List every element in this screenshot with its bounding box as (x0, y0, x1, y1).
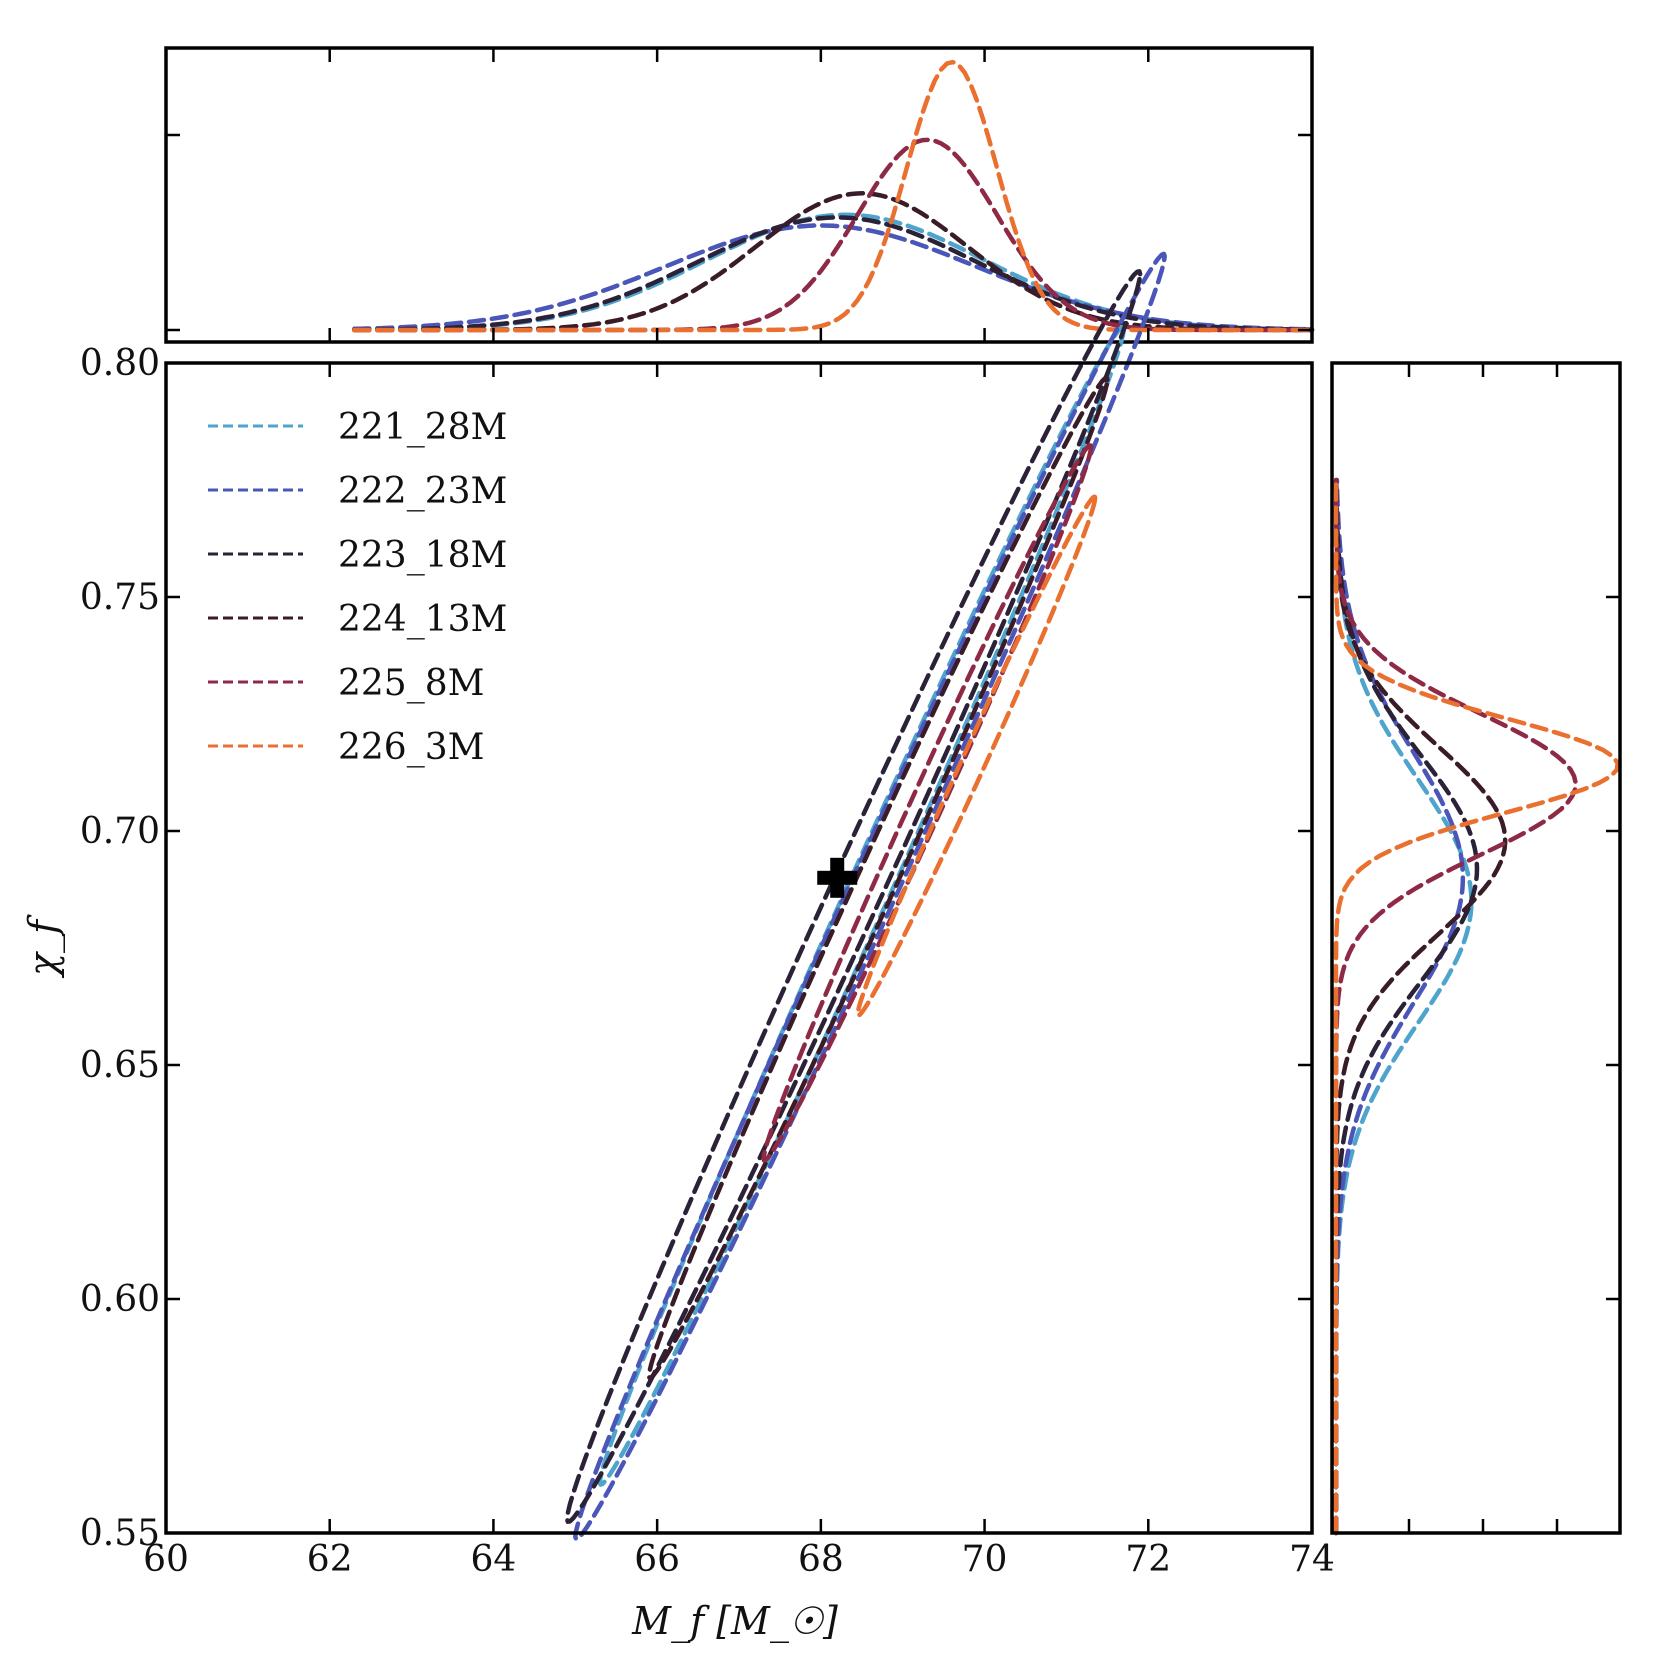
x-tick-label: 60 (143, 1539, 189, 1580)
right-marginal-curves (1333, 477, 1620, 1536)
legend-label-226_3M: 226_3M (338, 727, 484, 768)
x-tick-label: 70 (962, 1539, 1008, 1580)
top-marginal-curves (352, 59, 1315, 333)
x-tick-label: 68 (798, 1539, 844, 1580)
y-tick-labels: 0.55 0.60 0.65 0.70 0.75 0.80 (80, 343, 160, 1554)
right-marginal-panel (1330, 361, 1622, 1536)
legend-label-221_28M: 221_28M (338, 407, 507, 448)
legend-label-222_23M: 222_23M (338, 471, 507, 512)
joint-contours (564, 251, 1167, 1542)
true-value-marker (817, 857, 858, 898)
y-tick-label: 0.60 (80, 1279, 160, 1320)
legend-label-225_8M: 225_8M (338, 663, 484, 704)
top-marginal-panel (164, 46, 1315, 344)
joint-ticks (164, 361, 1314, 1535)
contour-224_13M (646, 375, 1110, 1381)
joint-panel: 60 62 64 66 68 70 72 74 0.55 0.60 0.65 0.70 0.75 0.8… (80, 251, 1335, 1580)
x-tick-label: 72 (1125, 1539, 1171, 1580)
contour-222_23M (573, 251, 1167, 1542)
y-tick-label: 0.80 (80, 343, 160, 384)
true-value-plus-v (830, 857, 845, 898)
contour-226_3M (855, 494, 1098, 1018)
marginal-x-222_23M (352, 223, 1315, 332)
legend: 221_28M 222_23M 223_18M 224_13M 225_8M 226_3M (208, 407, 507, 768)
contour-225_8M (761, 443, 1094, 1163)
x-tick-label: 74 (1289, 1539, 1335, 1580)
marginal-x-221_28M (352, 212, 1315, 333)
contour-221_28M (597, 324, 1126, 1487)
legend-label-223_18M: 223_18M (338, 535, 507, 576)
y-tick-label: 0.65 (80, 1045, 160, 1086)
y-tick-label: 0.55 (80, 1513, 160, 1554)
joint-frame (164, 361, 1314, 1535)
contour-223_18M (564, 269, 1143, 1524)
y-tick-label: 0.75 (80, 577, 160, 618)
legend-label-224_13M: 224_13M (338, 599, 507, 640)
marginal-x-225_8M (352, 137, 1315, 333)
y-tick-label: 0.70 (80, 811, 160, 852)
y-axis-label: χ_f (21, 914, 66, 979)
x-axis-label: M_f [M_☉] (631, 1599, 838, 1644)
x-tick-label: 62 (307, 1539, 353, 1580)
top-marginal-frame (164, 46, 1314, 344)
x-tick-labels: 60 62 64 66 68 70 72 74 (143, 1539, 1335, 1580)
marginal-x-226_3M (352, 59, 1315, 333)
right-marginal-frame (1330, 361, 1622, 1535)
right-marginal-ticks (1407, 361, 1620, 1535)
marginal-x-223_18M (352, 215, 1315, 332)
x-tick-label: 66 (634, 1539, 680, 1580)
marginal-y-226_3M (1333, 477, 1620, 1536)
top-marginal-ticks (164, 48, 1314, 342)
x-tick-label: 64 (471, 1539, 517, 1580)
